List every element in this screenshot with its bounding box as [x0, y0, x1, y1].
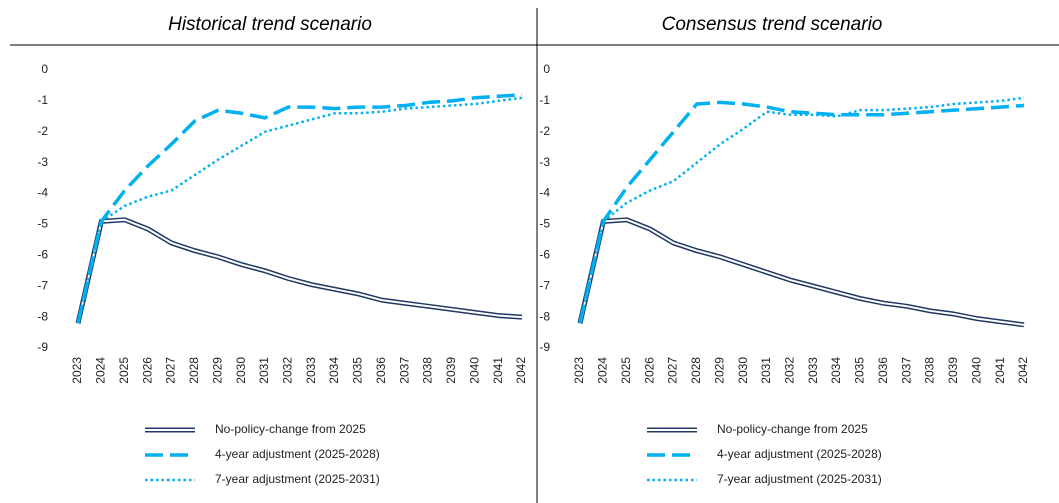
y-tick-label: -7	[37, 278, 48, 292]
series-line	[76, 92, 523, 324]
series-line	[578, 100, 1025, 324]
x-tick-label: 2025	[117, 357, 131, 384]
x-tick-label: 2039	[946, 357, 960, 384]
x-tick-label: 2033	[304, 357, 318, 384]
series-line	[75, 217, 523, 324]
x-tick-label: 2024	[94, 357, 108, 384]
y-tick-label: -2	[539, 124, 550, 138]
x-tick-label: 2033	[806, 357, 820, 384]
chart-title: Historical trend scenario	[168, 14, 372, 35]
y-tick-label: -9	[539, 340, 550, 354]
x-tick-label: 2040	[467, 357, 481, 384]
x-tick-label: 2036	[876, 357, 890, 384]
y-tick-label: -4	[37, 186, 48, 200]
y-tick-label: 0	[41, 62, 48, 76]
y-tick-label: -6	[37, 248, 48, 262]
y-tick-label: -5	[539, 217, 550, 231]
y-tick-label: -8	[37, 309, 48, 323]
series-line	[76, 96, 523, 324]
x-tick-label: 2036	[374, 357, 388, 384]
x-tick-label: 2030	[736, 357, 750, 384]
legend-label: 7-year adjustment (2025-2031)	[717, 472, 882, 486]
series-line-inner	[579, 218, 1025, 326]
legend-label: No-policy-change from 2025	[215, 422, 366, 436]
x-tick-label: 2039	[444, 357, 458, 384]
legend-label: 7-year adjustment (2025-2031)	[215, 472, 380, 486]
y-tick-label: -6	[539, 248, 550, 262]
x-tick-label: 2029	[210, 357, 224, 384]
y-tick-label: -7	[539, 278, 550, 292]
x-tick-label: 2032	[782, 357, 796, 384]
legend-label: No-policy-change from 2025	[717, 422, 868, 436]
x-tick-label: 2042	[1016, 357, 1030, 384]
y-tick-label: 0	[543, 62, 550, 76]
y-tick-label: -8	[539, 309, 550, 323]
y-tick-label: -3	[37, 155, 48, 169]
x-tick-label: 2041	[491, 357, 505, 384]
x-tick-label: 2040	[969, 357, 983, 384]
y-tick-label: -9	[37, 340, 48, 354]
y-tick-label: -4	[539, 186, 550, 200]
y-tick-label: -2	[37, 124, 48, 138]
x-tick-label: 2031	[759, 357, 773, 384]
x-tick-label: 2034	[327, 357, 341, 384]
x-tick-label: 2037	[397, 357, 411, 384]
y-tick-label: -1	[539, 93, 550, 107]
x-tick-label: 2038	[923, 357, 937, 384]
series-line	[578, 96, 1025, 324]
x-tick-label: 2026	[642, 357, 656, 384]
x-tick-label: 2035	[853, 357, 867, 384]
x-tick-label: 2042	[514, 357, 528, 384]
x-tick-label: 2031	[257, 357, 271, 384]
x-tick-label: 2027	[164, 357, 178, 384]
legend-label: 4-year adjustment (2025-2028)	[717, 447, 882, 461]
x-tick-label: 2029	[712, 357, 726, 384]
x-tick-label: 2026	[140, 357, 154, 384]
x-tick-label: 2038	[421, 357, 435, 384]
x-tick-label: 2034	[829, 357, 843, 384]
series-line	[577, 217, 1025, 328]
x-tick-label: 2032	[280, 357, 294, 384]
y-tick-label: -1	[37, 93, 48, 107]
x-tick-label: 2023	[70, 357, 84, 384]
y-tick-label: -5	[37, 217, 48, 231]
x-tick-label: 2024	[596, 357, 610, 384]
x-tick-label: 2041	[993, 357, 1007, 384]
chart-title: Consensus trend scenario	[662, 14, 883, 35]
x-tick-label: 2035	[351, 357, 365, 384]
x-tick-label: 2023	[572, 357, 586, 384]
x-tick-label: 2028	[689, 357, 703, 384]
x-tick-label: 2037	[899, 357, 913, 384]
x-tick-label: 2028	[187, 357, 201, 384]
x-tick-label: 2027	[666, 357, 680, 384]
series-line-inner	[77, 218, 523, 324]
x-tick-label: 2030	[234, 357, 248, 384]
y-tick-label: -3	[539, 155, 550, 169]
x-tick-label: 2025	[619, 357, 633, 384]
legend-label: 4-year adjustment (2025-2028)	[215, 447, 380, 461]
